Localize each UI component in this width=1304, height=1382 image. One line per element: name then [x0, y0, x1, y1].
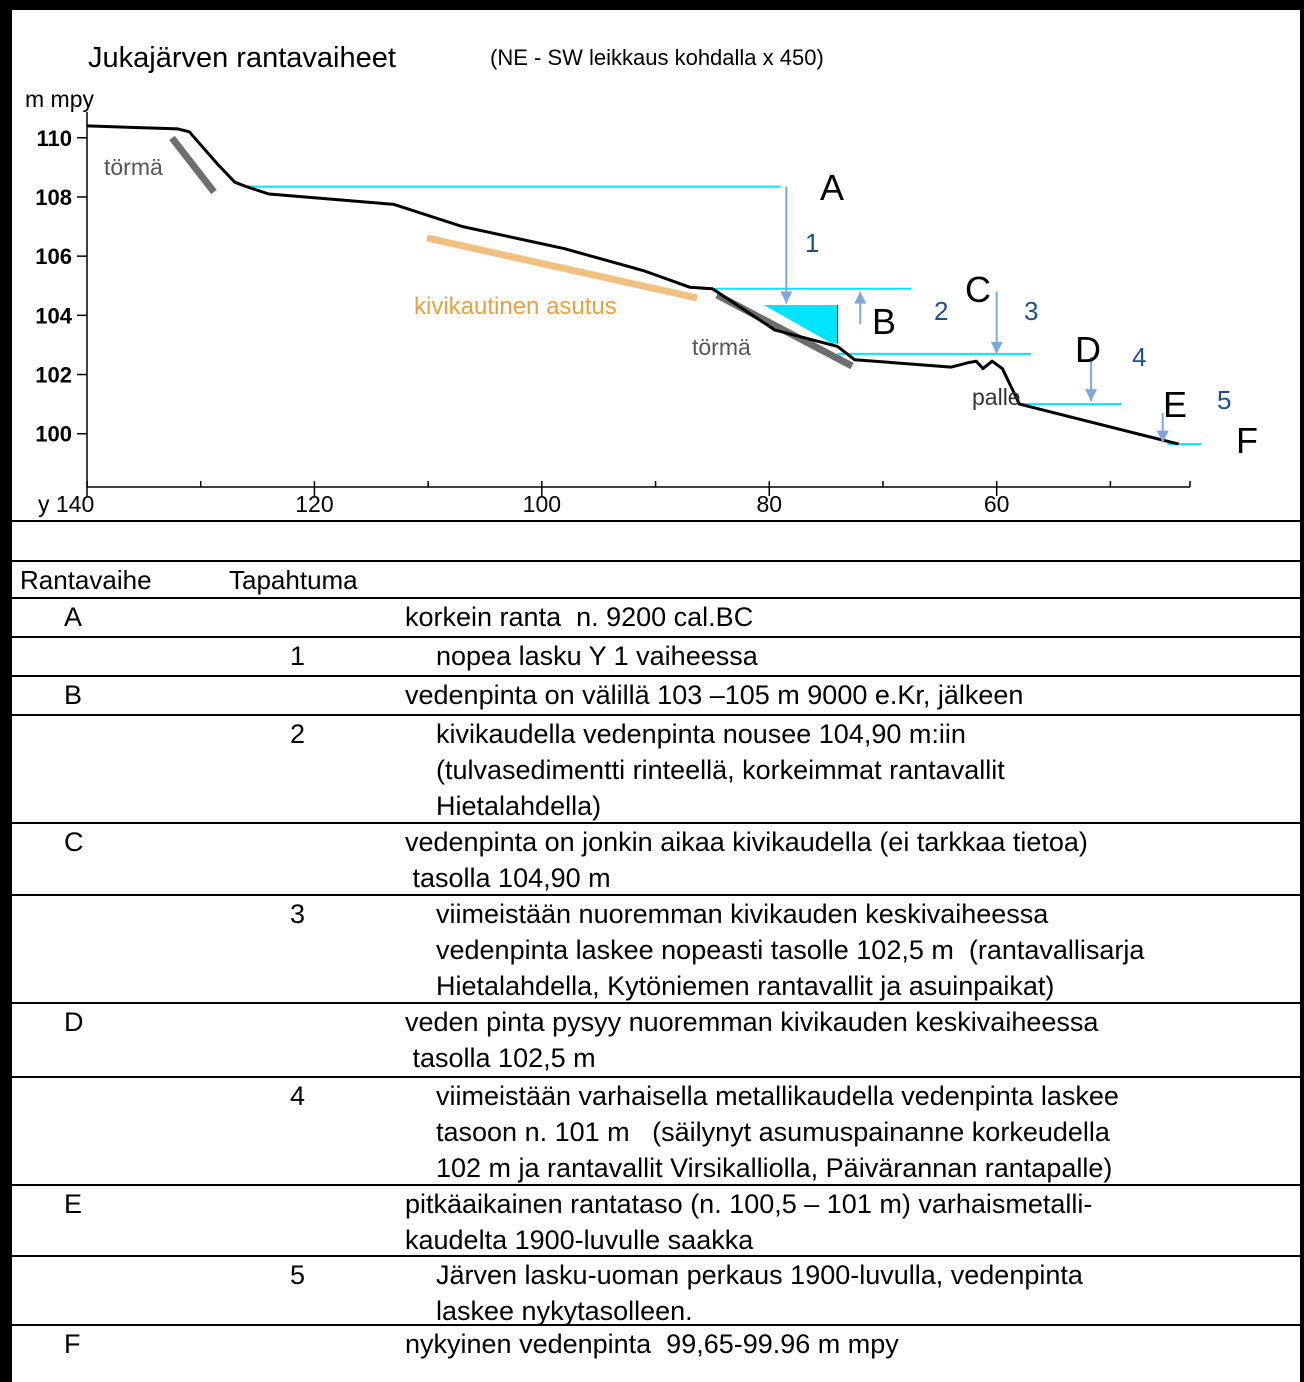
- event-number-5: 5: [1217, 385, 1231, 415]
- event-arrowhead-1: [780, 291, 793, 304]
- y-tick-label: 108: [35, 185, 72, 210]
- event-number-2: 2: [934, 296, 948, 326]
- table-row-text: Järven lasku-uoman perkaus 1900-luvulla,…: [436, 1260, 1083, 1290]
- annotation-torma-lower: törmä: [692, 334, 751, 360]
- event-arrowhead-4: [1085, 389, 1098, 402]
- event-arrowhead-3: [990, 341, 1003, 354]
- figure-subtitle: (NE - SW leikkaus kohdalla x 450): [490, 45, 824, 70]
- table-rule: [12, 520, 1304, 522]
- table-row-text: nykyinen vedenpinta 99,65-99.96 m mpy: [405, 1329, 899, 1359]
- table-event-5: 5: [290, 1260, 306, 1290]
- table-row-text: viimeistään nuoremman kivikauden keskiva…: [436, 899, 1049, 929]
- table-row-text: kivikaudella vedenpinta nousee 104,90 m:…: [436, 719, 966, 749]
- header-tapahtuma: Tapahtuma: [229, 565, 358, 595]
- table-row-divider: [12, 1255, 1304, 1257]
- table-row-text: viimeistään varhaisella metallikaudella …: [436, 1081, 1119, 1111]
- annotation-torma-upper: törmä: [104, 154, 163, 180]
- event-number-4: 4: [1132, 342, 1146, 372]
- table-row-divider: [12, 1184, 1304, 1186]
- x-tick-label: 120: [295, 491, 333, 517]
- header-rantavaihe: Rantavaihe: [20, 565, 152, 595]
- table-event-1: 1: [290, 641, 306, 671]
- x-tick-label: 80: [756, 491, 782, 517]
- y-tick-label: 110: [37, 126, 73, 151]
- table-row-text: pitkäaikainen rantataso (n. 100,5 – 101 …: [405, 1189, 1093, 1219]
- table-row-text: 102 m ja rantavallit Virsikalliolla, Päi…: [436, 1153, 1113, 1183]
- table-row-text: nopea lasku Y 1 vaiheessa: [436, 641, 758, 671]
- table-phase-A: A: [64, 602, 83, 632]
- table-row-text: (tulvasedimentti rinteellä, korkeimmat r…: [436, 755, 1005, 785]
- settlement-bar: [426, 234, 698, 302]
- phase-label-F: F: [1236, 420, 1258, 461]
- y-axis-label: m mpy: [25, 86, 95, 112]
- event-number-1: 1: [805, 228, 819, 258]
- shoreline-profile-diagram: Jukajärven rantavaiheet (NE - SW leikkaus…: [25, 42, 1258, 517]
- table-row-text: korkein ranta n. 9200 cal.BC: [405, 602, 754, 632]
- table-row-divider: [12, 1324, 1304, 1326]
- table-row-divider: [12, 675, 1304, 677]
- table-row-text: tasolla 102,5 m: [405, 1043, 596, 1073]
- event-arrowhead-2: [854, 291, 867, 304]
- phase-label-B: B: [872, 301, 896, 342]
- table-row-divider: [12, 714, 1304, 716]
- table-row-divider: [12, 1076, 1304, 1078]
- table-row-text: kaudelta 1900-luvulle saakka: [405, 1225, 754, 1255]
- y-tick-label: 106: [35, 244, 72, 269]
- table-phase-E: E: [64, 1189, 83, 1219]
- table-phase-F: F: [64, 1329, 81, 1359]
- table-event-2: 2: [290, 719, 306, 749]
- x-tick-label: 60: [984, 491, 1010, 517]
- table-phase-C: C: [64, 827, 84, 857]
- table-row-divider: [12, 1002, 1304, 1004]
- y-tick-label: 102: [35, 363, 72, 388]
- table-row-text: vedenpinta on jonkin aikaa kivikaudella …: [405, 827, 1088, 857]
- y-tick-label: 100: [35, 422, 72, 447]
- table-phase-D: D: [64, 1007, 84, 1037]
- table-rule: [12, 560, 1304, 562]
- table-row-text: tasolla 104,90 m: [405, 863, 611, 893]
- figure-title: Jukajärven rantavaiheet: [88, 42, 396, 74]
- annotation-settlement: kivikautinen asutus: [414, 293, 617, 320]
- event-arrowhead-5: [1156, 430, 1169, 443]
- table-row-text: laskee nykytasolleen.: [436, 1296, 693, 1326]
- table-rule: [12, 597, 1304, 599]
- phase-label-A: A: [820, 167, 844, 208]
- table-row-divider: [12, 894, 1304, 896]
- table-row-text: vedenpinta laskee nopeasti tasolle 102,5…: [436, 935, 1145, 965]
- table-row-divider: [12, 822, 1304, 824]
- phase-label-D: D: [1075, 329, 1101, 370]
- event-number-3: 3: [1024, 296, 1038, 326]
- terrain-profile-line: [86, 124, 1179, 446]
- table-row-text: Hietalahdella, Kytöniemen rantavallit ja…: [436, 971, 1055, 1001]
- table-row-divider: [12, 636, 1304, 638]
- table-event-3: 3: [290, 899, 306, 929]
- water-body-B: [763, 304, 838, 344]
- table-row-text: vedenpinta on välillä 103 –105 m 9000 e.…: [405, 680, 1024, 710]
- phase-label-C: C: [965, 269, 991, 310]
- y-tick-label: 104: [35, 303, 72, 328]
- table-row-text: veden pinta pysyy nuoremman kivikauden k…: [405, 1007, 1099, 1037]
- table-phase-B: B: [64, 680, 83, 710]
- table-row-text: tasoon n. 101 m (säilynyt asumuspainanne…: [436, 1117, 1110, 1147]
- scarp-bar-upper: [169, 135, 217, 195]
- phase-label-E: E: [1163, 384, 1187, 425]
- x-tick-label: 100: [523, 491, 561, 517]
- table-event-4: 4: [290, 1081, 306, 1111]
- annotation-palle: palle: [972, 384, 1021, 410]
- table-row-text: Hietalahdella): [436, 791, 602, 821]
- x-tick-label: y 140: [38, 491, 94, 517]
